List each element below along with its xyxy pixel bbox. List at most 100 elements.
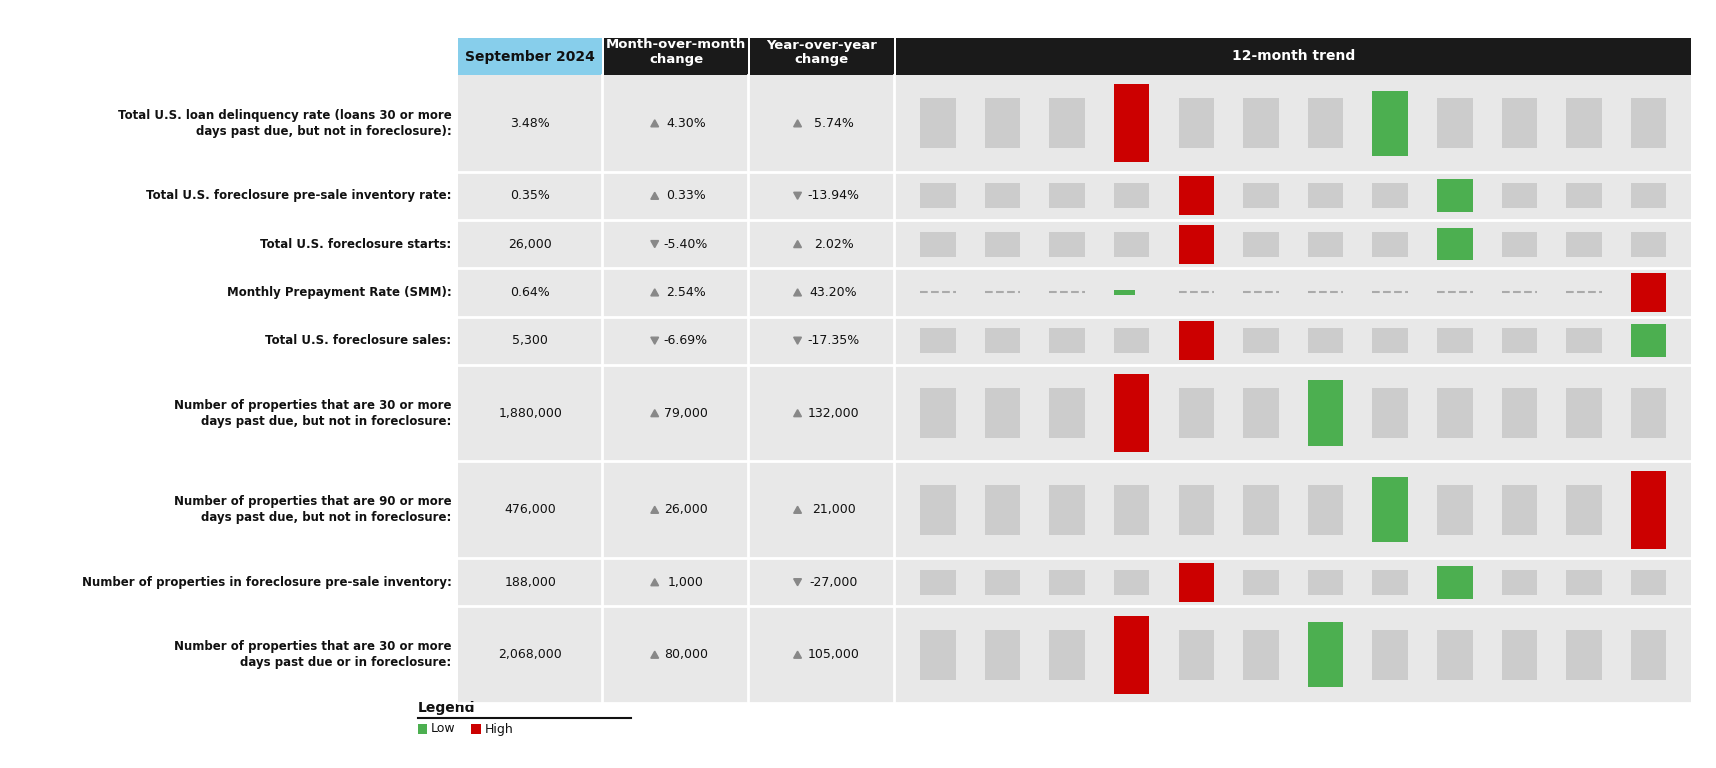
Text: days past due, but not in foreclosure:: days past due, but not in foreclosure: <box>201 415 451 428</box>
Text: Total U.S. foreclosure pre-sale inventory rate:: Total U.S. foreclosure pre-sale inventor… <box>146 189 451 202</box>
Text: Month-over-month
change: Month-over-month change <box>606 38 746 67</box>
FancyBboxPatch shape <box>1502 231 1538 257</box>
Text: 1,000: 1,000 <box>668 576 704 589</box>
FancyBboxPatch shape <box>1436 630 1472 680</box>
Text: 4.30%: 4.30% <box>666 117 705 130</box>
FancyBboxPatch shape <box>1242 184 1278 208</box>
FancyBboxPatch shape <box>1179 388 1213 439</box>
FancyBboxPatch shape <box>1179 630 1213 680</box>
Text: 132,000: 132,000 <box>808 406 860 419</box>
FancyBboxPatch shape <box>920 570 956 594</box>
FancyBboxPatch shape <box>1308 98 1344 148</box>
FancyBboxPatch shape <box>920 328 956 353</box>
FancyBboxPatch shape <box>1436 228 1472 260</box>
Polygon shape <box>795 120 801 127</box>
FancyBboxPatch shape <box>1242 388 1278 439</box>
FancyBboxPatch shape <box>458 38 602 75</box>
FancyBboxPatch shape <box>1373 328 1407 353</box>
FancyBboxPatch shape <box>920 98 956 148</box>
FancyBboxPatch shape <box>985 98 1021 148</box>
FancyBboxPatch shape <box>1308 485 1344 535</box>
Text: Total U.S. foreclosure sales:: Total U.S. foreclosure sales: <box>266 334 451 347</box>
FancyBboxPatch shape <box>1114 374 1150 452</box>
Text: Total U.S. loan delinquency rate (loans 30 or more: Total U.S. loan delinquency rate (loans … <box>118 109 451 122</box>
Text: Total U.S. foreclosure starts:: Total U.S. foreclosure starts: <box>261 237 451 250</box>
Text: 5.74%: 5.74% <box>813 117 853 130</box>
FancyBboxPatch shape <box>1630 231 1666 257</box>
FancyBboxPatch shape <box>920 184 956 208</box>
FancyBboxPatch shape <box>985 630 1021 680</box>
FancyBboxPatch shape <box>458 316 1690 365</box>
FancyBboxPatch shape <box>1048 388 1085 439</box>
FancyBboxPatch shape <box>920 231 956 257</box>
FancyBboxPatch shape <box>1567 630 1601 680</box>
FancyBboxPatch shape <box>458 268 1690 316</box>
FancyBboxPatch shape <box>1567 570 1601 594</box>
Text: 5,300: 5,300 <box>513 334 547 347</box>
Text: Legend: Legend <box>417 701 475 715</box>
Text: 26,000: 26,000 <box>508 237 553 250</box>
Text: Number of properties that are 90 or more: Number of properties that are 90 or more <box>173 495 451 508</box>
Text: 476,000: 476,000 <box>505 503 556 516</box>
Text: 21,000: 21,000 <box>812 503 855 516</box>
FancyBboxPatch shape <box>1048 328 1085 353</box>
Polygon shape <box>650 289 659 296</box>
FancyBboxPatch shape <box>1048 98 1085 148</box>
Text: days past due, but not in foreclosure:: days past due, but not in foreclosure: <box>201 511 451 525</box>
Text: -13.94%: -13.94% <box>808 189 860 202</box>
FancyBboxPatch shape <box>1567 328 1601 353</box>
Text: 2.02%: 2.02% <box>813 237 853 250</box>
FancyBboxPatch shape <box>458 558 1690 607</box>
FancyBboxPatch shape <box>985 231 1021 257</box>
FancyBboxPatch shape <box>985 388 1021 439</box>
FancyBboxPatch shape <box>470 724 480 734</box>
FancyBboxPatch shape <box>1114 290 1136 295</box>
FancyBboxPatch shape <box>1242 98 1278 148</box>
FancyBboxPatch shape <box>1567 388 1601 439</box>
FancyBboxPatch shape <box>1567 98 1601 148</box>
Polygon shape <box>650 506 659 513</box>
FancyBboxPatch shape <box>1630 570 1666 594</box>
Text: Low: Low <box>431 723 456 736</box>
FancyBboxPatch shape <box>1373 184 1407 208</box>
Polygon shape <box>795 192 801 199</box>
FancyBboxPatch shape <box>1567 184 1601 208</box>
Text: 188,000: 188,000 <box>505 576 556 589</box>
Polygon shape <box>650 240 659 247</box>
FancyBboxPatch shape <box>1308 328 1344 353</box>
Text: Number of properties that are 30 or more: Number of properties that are 30 or more <box>173 641 451 654</box>
FancyBboxPatch shape <box>1502 184 1538 208</box>
Text: Number of properties that are 30 or more: Number of properties that are 30 or more <box>173 399 451 412</box>
Text: 0.35%: 0.35% <box>510 189 551 202</box>
FancyBboxPatch shape <box>1630 630 1666 680</box>
FancyBboxPatch shape <box>1048 630 1085 680</box>
FancyBboxPatch shape <box>417 724 427 734</box>
Text: 2,068,000: 2,068,000 <box>498 648 563 661</box>
FancyBboxPatch shape <box>1179 485 1213 535</box>
FancyBboxPatch shape <box>1179 224 1213 263</box>
FancyBboxPatch shape <box>1114 570 1150 594</box>
FancyBboxPatch shape <box>1436 180 1472 212</box>
FancyBboxPatch shape <box>1179 563 1213 601</box>
FancyBboxPatch shape <box>1242 630 1278 680</box>
FancyBboxPatch shape <box>1502 328 1538 353</box>
FancyBboxPatch shape <box>1308 184 1344 208</box>
FancyBboxPatch shape <box>458 462 1690 558</box>
FancyBboxPatch shape <box>1242 485 1278 535</box>
Text: 0.64%: 0.64% <box>510 286 551 299</box>
FancyBboxPatch shape <box>1114 616 1150 694</box>
Text: 3.48%: 3.48% <box>510 117 551 130</box>
FancyBboxPatch shape <box>1373 570 1407 594</box>
FancyBboxPatch shape <box>1308 380 1344 445</box>
FancyBboxPatch shape <box>985 485 1021 535</box>
FancyBboxPatch shape <box>920 485 956 535</box>
Polygon shape <box>795 289 801 296</box>
Polygon shape <box>650 651 659 658</box>
Text: 80,000: 80,000 <box>664 648 707 661</box>
FancyBboxPatch shape <box>1179 177 1213 215</box>
FancyBboxPatch shape <box>1630 471 1666 548</box>
Text: -6.69%: -6.69% <box>664 334 709 347</box>
Text: 43.20%: 43.20% <box>810 286 858 299</box>
FancyBboxPatch shape <box>1436 566 1472 598</box>
FancyBboxPatch shape <box>1308 570 1344 594</box>
